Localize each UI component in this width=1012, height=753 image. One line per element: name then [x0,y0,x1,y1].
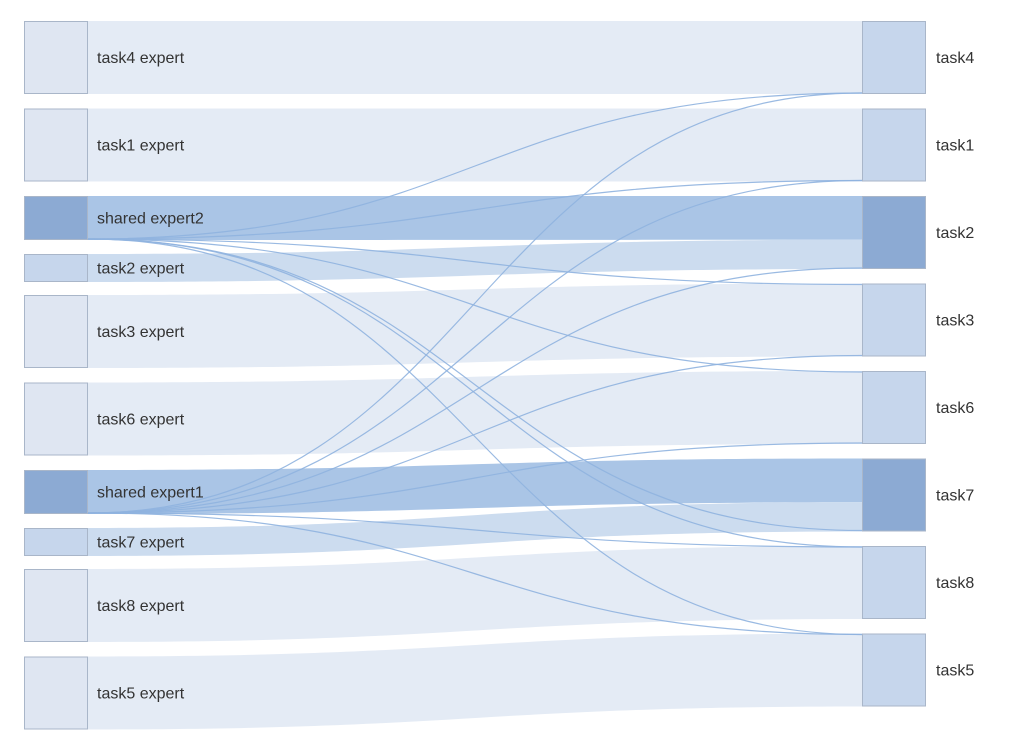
source-label-se1: shared expert1 [97,485,204,502]
thin-link-se2-t7 [87,238,863,532]
flow-band-t1e-t1 [88,108,862,182]
target-node-t2[interactable] [862,196,926,269]
thin-link-se1-t5 [87,512,863,636]
thin-link-se2-t8 [87,238,863,548]
source-node-t8e[interactable] [24,569,88,642]
target-label-t5: task5 [936,663,974,680]
thin-link-se1-t6 [87,442,863,514]
thin-links [87,92,863,636]
source-label-t1e: task1 expert [97,138,185,155]
target-node-t7[interactable] [862,458,926,532]
source-label-t3e: task3 expert [97,324,185,341]
source-label-t4e: task4 expert [97,50,185,67]
flow-band-t8e-t8 [88,546,862,642]
node-labels: task4 expert task1 expert shared expert2 ta… [97,50,974,703]
thin-link-se2-t5 [87,238,863,636]
source-node-t4e[interactable] [24,21,88,94]
flow-bands [88,21,862,730]
source-node-t7e[interactable] [24,528,88,556]
target-node-t8[interactable] [862,546,926,619]
flow-band-t2e-t2 [88,239,862,282]
thin-link-se2-t4 [87,92,863,240]
source-label-t8e: task8 expert [97,598,185,615]
flow-band-t5e-t5 [88,633,862,730]
target-node-t1[interactable] [862,108,926,182]
source-nodes [24,21,88,730]
target-label-t6: task6 [936,400,974,417]
flow-band-se2-t2 [88,196,862,240]
target-node-t4[interactable] [862,21,926,94]
flow-band-t7e-t7 [88,502,862,556]
target-nodes [862,21,926,707]
thin-link-se1-t2 [87,267,863,514]
flow-band-t6e-t6 [88,371,862,456]
source-label-t7e: task7 expert [97,535,185,552]
thin-link-se1-t8 [87,512,863,548]
thin-link-se1-t3 [87,354,863,514]
source-node-se1[interactable] [24,470,88,514]
target-node-t3[interactable] [862,283,926,357]
target-label-t1: task1 [936,138,974,155]
source-label-se2: shared expert2 [97,211,204,228]
source-node-se2[interactable] [24,196,88,240]
flow-band-t3e-t3 [88,283,862,368]
flow-band-t4e-t4 [88,21,862,94]
thin-link-se1-t4 [87,92,863,514]
target-label-t7: task7 [936,488,974,505]
target-label-t4: task4 [936,50,974,67]
source-label-t2e: task2 expert [97,261,185,278]
target-node-t5[interactable] [862,633,926,707]
source-label-t6e: task6 expert [97,412,185,429]
source-node-t6e[interactable] [24,382,88,456]
source-node-t2e[interactable] [24,254,88,282]
source-node-t3e[interactable] [24,295,88,368]
target-label-t8: task8 [936,575,974,592]
target-label-t3: task3 [936,313,974,330]
target-label-t2: task2 [936,225,974,242]
target-node-t6[interactable] [862,371,926,444]
thin-link-se1-t1 [87,179,863,514]
thin-link-se2-t1 [87,179,863,240]
source-node-t5e[interactable] [24,656,88,730]
source-label-t5e: task5 expert [97,686,185,703]
source-node-t1e[interactable] [24,108,88,182]
